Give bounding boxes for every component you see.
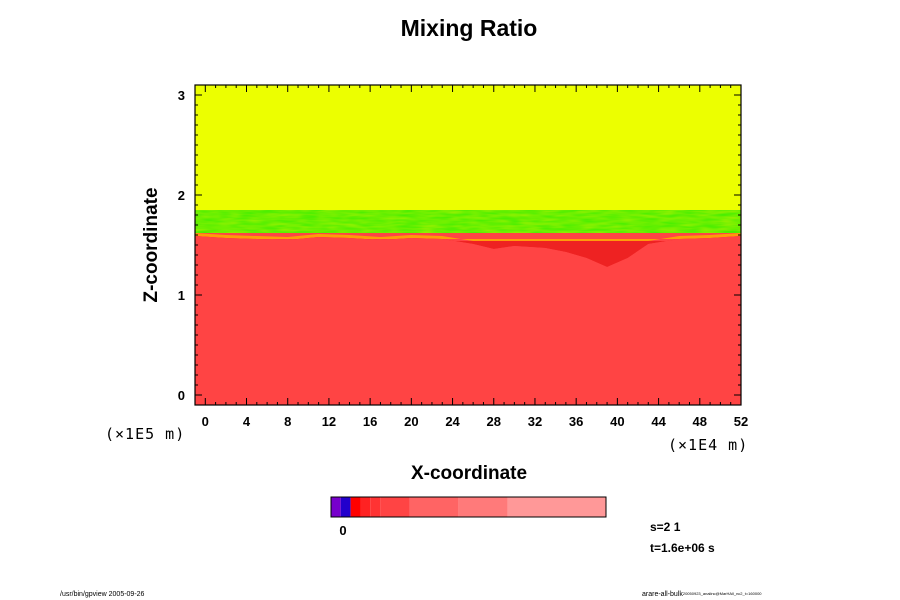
x-tick-label: 0 <box>202 414 209 429</box>
x-tick-label: 16 <box>363 414 377 429</box>
colorbar-border <box>330 496 607 518</box>
y-tick-label: 1 <box>178 288 185 303</box>
x-tick-label: 52 <box>734 414 748 429</box>
y-tick-label: 3 <box>178 88 185 103</box>
colorbar-segment <box>458 497 508 517</box>
x-tick-label: 48 <box>693 414 707 429</box>
x-tick-label: 32 <box>528 414 542 429</box>
colorbar-segment <box>331 497 341 517</box>
x-tick-label: 4 <box>243 414 251 429</box>
chart-title: Mixing Ratio <box>400 15 538 41</box>
footer-source: arare-all-bulk20050923_analinc@MarHAll_n… <box>642 591 762 598</box>
colorbar-segment <box>409 497 459 517</box>
lower-layer-fill <box>195 236 741 405</box>
colorbar-segment <box>350 497 361 517</box>
y-axis-title: Z-coordinate <box>141 187 162 302</box>
x-tick-label: 36 <box>569 414 583 429</box>
x-tick-label: 44 <box>651 414 666 429</box>
x-tick-label: 12 <box>322 414 336 429</box>
layer-upper <box>195 85 741 210</box>
colorbar-segment <box>507 497 606 517</box>
y-tick-label: 2 <box>178 188 185 203</box>
footer-command: /usr/bin/gpview 2005-09-26 <box>60 591 145 598</box>
x-unit-label: (×1E4 m) <box>668 436 748 454</box>
x-tick-label: 40 <box>610 414 624 429</box>
x-tick-label: 24 <box>445 414 460 429</box>
x-tick-label: 20 <box>404 414 418 429</box>
colorbar-segment <box>380 497 410 517</box>
step-label: s=2 1 <box>650 520 681 534</box>
contour-field <box>195 85 741 405</box>
footer-source-detail: 20050923_analinc@MarHAll_nc2_t=160000 <box>683 591 762 596</box>
colorbar-segment <box>360 497 371 517</box>
y-axis-ticks: 0 1 2 3 <box>178 84 741 403</box>
time-label: t=1.6e+06 s <box>650 541 715 555</box>
colorbar-segment <box>340 497 351 517</box>
footer-source-main: arare-all-bulk <box>642 591 683 598</box>
transition-turbulence <box>195 210 741 233</box>
colorbar-tick-label: 0 <box>339 523 346 538</box>
x-axis-ticks: 0 4 8 12 16 20 24 28 32 36 40 44 48 52 <box>202 85 748 429</box>
colorbar-segment <box>370 497 381 517</box>
interface-red-zone <box>195 236 741 267</box>
x-axis-title: X-coordinate <box>411 463 527 484</box>
colorbar <box>330 496 607 518</box>
y-unit-label: (×1E5 m) <box>105 425 185 443</box>
x-tick-label: 8 <box>284 414 291 429</box>
x-tick-label: 28 <box>487 414 501 429</box>
y-tick-label: 0 <box>178 388 185 403</box>
